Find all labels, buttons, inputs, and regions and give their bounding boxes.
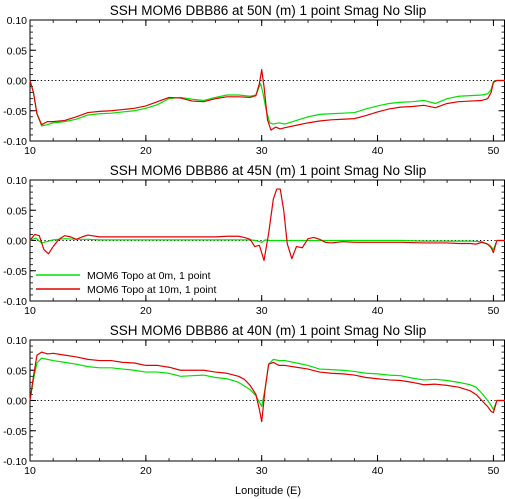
legend: MOM6 Topo at 0m, 1 point MOM6 Topo at 10… xyxy=(36,270,216,296)
panel-50n-title: SSH MOM6 DBB86 at 50N (m) 1 point Smag N… xyxy=(110,3,427,18)
panel-40n-xtick-label: 40 xyxy=(372,465,384,477)
panel-40n-ytick-label: -0.10 xyxy=(3,456,27,468)
panel-40n-title: SSH MOM6 DBB86 at 40N (m) 1 point Smag N… xyxy=(110,323,427,338)
panel-40n-xtick-label: 20 xyxy=(140,465,152,477)
panel-50n-xtick-label: 10 xyxy=(24,145,36,157)
panel-50n-xtick-label: 50 xyxy=(488,145,500,157)
panel-40n: SSH MOM6 DBB86 at 40N (m) 1 point Smag N… xyxy=(3,323,505,497)
panel-45n-xtick-label: 50 xyxy=(488,305,500,317)
x-axis-label: Longitude (E) xyxy=(235,485,301,497)
panel-45n-ytick-label: 0.10 xyxy=(7,175,28,187)
panel-40n-ytick-label: -0.05 xyxy=(3,426,27,438)
panel-50n-ytick-label: 0.00 xyxy=(7,76,28,88)
panel-45n-xtick-label: 10 xyxy=(24,305,36,317)
panel-50n-ytick-label: -0.05 xyxy=(3,106,27,118)
panel-40n-xtick-label: 10 xyxy=(24,465,36,477)
panel-45n-xtick-label: 20 xyxy=(140,305,152,317)
panel-45n-series-topo-10m-line xyxy=(29,188,505,262)
panel-50n-ytick-label: 0.05 xyxy=(7,45,28,57)
panel-50n-series-topo-10m-line xyxy=(29,69,505,131)
panel-40n-ytick-label: 0.00 xyxy=(7,396,28,408)
panel-45n-title: SSH MOM6 DBB86 at 45N (m) 1 point Smag N… xyxy=(110,163,427,178)
panel-45n-xtick-label: 30 xyxy=(256,305,268,317)
panel-50n-ytick-label: 0.10 xyxy=(7,15,28,27)
panel-40n-ytick-label: 0.05 xyxy=(7,365,28,377)
panel-45n-ytick-label: -0.05 xyxy=(3,266,27,278)
panel-50n: SSH MOM6 DBB86 at 50N (m) 1 point Smag N… xyxy=(3,3,505,157)
legend-label-10m: MOM6 Topo at 10m, 1 point xyxy=(87,284,216,296)
panel-45n-ytick-label: 0.05 xyxy=(7,205,28,217)
panel-40n-xtick-label: 50 xyxy=(488,465,500,477)
panel-50n-xtick-label: 40 xyxy=(372,145,384,157)
panel-50n-xtick-label: 20 xyxy=(140,145,152,157)
panel-45n-xtick-label: 40 xyxy=(372,305,384,317)
panel-40n-ytick-label: 0.10 xyxy=(7,335,28,347)
panel-50n-xtick-label: 30 xyxy=(256,145,268,157)
panel-40n-series-topo-10m-line xyxy=(29,351,505,423)
legend-label-0m: MOM6 Topo at 0m, 1 point xyxy=(87,270,211,282)
panel-40n-xtick-label: 30 xyxy=(256,465,268,477)
panel-45n: SSH MOM6 DBB86 at 45N (m) 1 point Smag N… xyxy=(3,163,505,317)
panel-45n-ytick-label: -0.10 xyxy=(3,296,27,308)
panel-50n-ytick-label: -0.10 xyxy=(3,136,27,148)
panel-45n-ytick-label: 0.00 xyxy=(7,236,28,248)
